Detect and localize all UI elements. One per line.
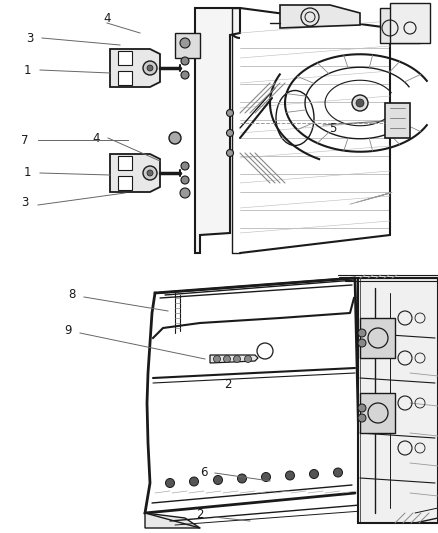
Polygon shape: [210, 355, 258, 363]
Circle shape: [356, 99, 364, 107]
Text: 2: 2: [224, 378, 232, 392]
Text: 4: 4: [92, 132, 100, 144]
Circle shape: [190, 477, 198, 486]
Circle shape: [181, 176, 189, 184]
Text: 2: 2: [196, 508, 204, 521]
Polygon shape: [110, 154, 160, 192]
Circle shape: [333, 468, 343, 477]
Circle shape: [358, 404, 366, 412]
Circle shape: [358, 339, 366, 347]
Circle shape: [180, 188, 190, 198]
Text: 7: 7: [21, 133, 29, 147]
Circle shape: [213, 475, 223, 484]
Text: 3: 3: [26, 31, 34, 44]
Polygon shape: [360, 318, 395, 358]
Text: 4: 4: [103, 12, 111, 25]
Polygon shape: [118, 71, 132, 85]
Polygon shape: [110, 49, 160, 87]
Circle shape: [181, 71, 189, 79]
Circle shape: [226, 130, 233, 136]
Text: 9: 9: [64, 325, 72, 337]
Polygon shape: [358, 278, 438, 523]
Circle shape: [143, 61, 157, 75]
Circle shape: [261, 472, 271, 481]
Circle shape: [286, 471, 294, 480]
Text: 6: 6: [200, 466, 208, 480]
Circle shape: [169, 132, 181, 144]
Circle shape: [166, 479, 174, 488]
Polygon shape: [145, 513, 200, 528]
Circle shape: [226, 109, 233, 117]
Polygon shape: [390, 3, 430, 43]
Polygon shape: [280, 5, 360, 28]
Circle shape: [180, 38, 190, 48]
Circle shape: [143, 166, 157, 180]
Polygon shape: [175, 33, 200, 58]
Circle shape: [226, 149, 233, 157]
Circle shape: [233, 356, 240, 362]
Polygon shape: [118, 51, 132, 65]
Circle shape: [244, 356, 251, 362]
Circle shape: [147, 65, 153, 71]
Polygon shape: [360, 393, 395, 433]
Circle shape: [181, 57, 189, 65]
Circle shape: [181, 162, 189, 170]
Text: 1: 1: [23, 63, 31, 77]
Circle shape: [237, 474, 247, 483]
Circle shape: [213, 356, 220, 362]
Text: 5: 5: [329, 122, 337, 134]
Polygon shape: [118, 176, 132, 190]
Circle shape: [358, 329, 366, 337]
Circle shape: [147, 170, 153, 176]
Text: 8: 8: [68, 288, 76, 302]
Text: 3: 3: [21, 197, 28, 209]
Text: 1: 1: [23, 166, 31, 180]
Polygon shape: [118, 156, 132, 170]
Polygon shape: [195, 8, 240, 253]
Polygon shape: [385, 103, 410, 138]
Circle shape: [310, 470, 318, 479]
Circle shape: [352, 95, 368, 111]
Circle shape: [358, 414, 366, 422]
Polygon shape: [380, 8, 420, 43]
Circle shape: [223, 356, 230, 362]
